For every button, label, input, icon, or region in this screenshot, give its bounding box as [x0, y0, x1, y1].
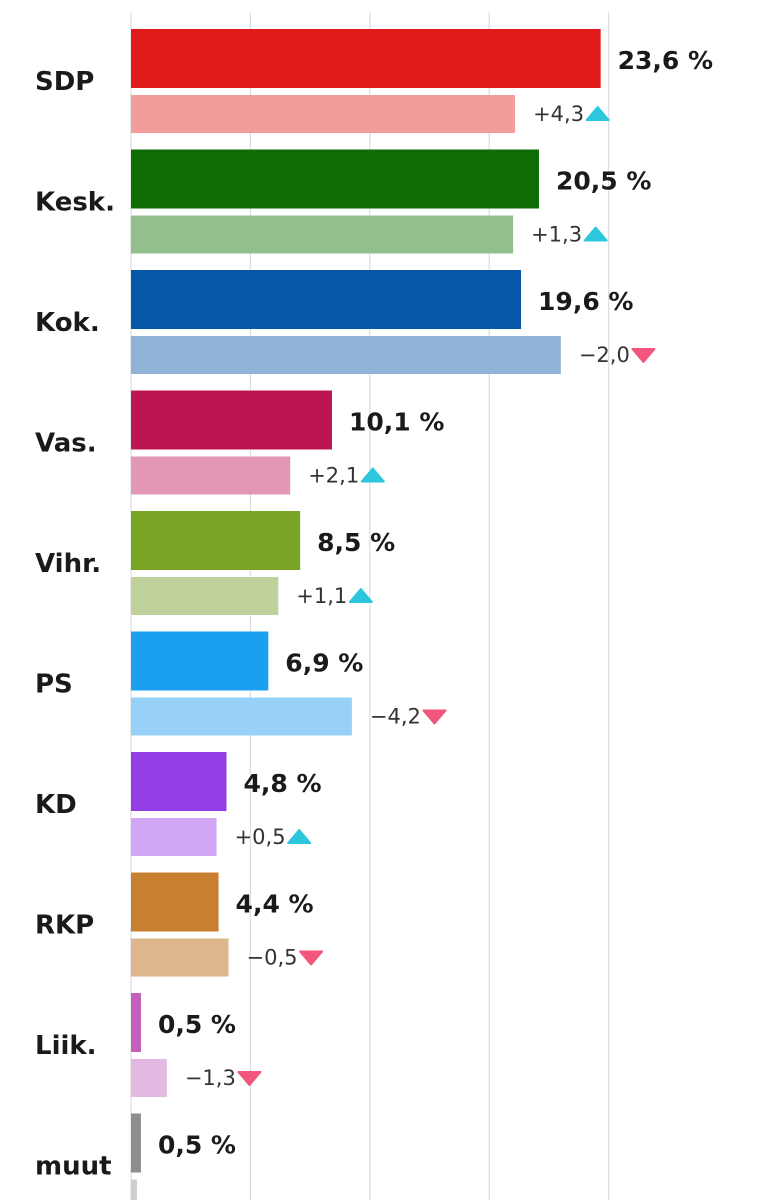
bar-previous-0	[131, 95, 516, 133]
change-label-6: +0,5	[235, 825, 286, 849]
arrow-down-icon-8	[237, 1071, 262, 1086]
party-label-6: KD	[35, 790, 77, 820]
change-label-8: −1,3	[185, 1066, 236, 1090]
bar-previous-1	[131, 215, 514, 254]
arrow-up-icon-1	[583, 226, 608, 242]
change-label-0: +4,3	[533, 102, 584, 126]
bar-current-5	[131, 631, 269, 691]
arrow-down-icon-5	[422, 709, 447, 725]
change-label-5: −4,2	[370, 705, 421, 729]
bar-previous-7	[131, 938, 229, 977]
party-label-5: PS	[35, 670, 73, 700]
bar-current-4	[131, 511, 301, 570]
party-label-1: Kesk.	[35, 188, 115, 218]
party-label-4: Vihr.	[35, 549, 101, 579]
value-label-9: 0,5 %	[158, 1131, 236, 1160]
party-label-8: Liik.	[35, 1031, 97, 1061]
labels: SDP 23,6 % +4,3 Kesk. 20,5 % +1,3 Kok. 19,6 % −2…	[35, 46, 713, 1182]
bar-previous-3	[131, 456, 291, 495]
bars	[131, 29, 601, 1200]
change-label-1: +1,3	[531, 223, 582, 247]
arrow-up-icon-3	[360, 467, 385, 483]
party-label-2: Kok.	[35, 308, 100, 338]
value-label-4: 8,5 %	[317, 528, 395, 557]
value-label-5: 6,9 %	[285, 649, 363, 678]
party-label-3: Vas.	[35, 429, 97, 459]
bar-current-1	[131, 149, 539, 209]
arrow-down-icon-2	[631, 348, 656, 363]
bar-previous-8	[131, 1059, 167, 1097]
bar-current-9	[131, 1113, 141, 1173]
arrow-down-icon-7	[299, 950, 324, 966]
bar-current-3	[131, 390, 332, 450]
bar-previous-4	[131, 577, 279, 615]
party-label-9: muut	[35, 1152, 112, 1182]
bar-previous-6	[131, 818, 217, 856]
change-label-7: −0,5	[247, 946, 298, 970]
arrow-up-icon-0	[585, 106, 610, 121]
party-label-0: SDP	[35, 67, 94, 97]
arrow-up-icon-4	[348, 588, 373, 603]
arrow-up-icon-6	[287, 829, 312, 844]
value-label-1: 20,5 %	[556, 167, 651, 196]
bar-current-2	[131, 270, 522, 329]
bar-previous-9	[131, 1179, 137, 1200]
bar-current-6	[131, 752, 227, 811]
change-label-2: −2,0	[579, 343, 630, 367]
value-label-0: 23,6 %	[618, 46, 713, 75]
value-label-6: 4,8 %	[244, 769, 322, 798]
bar-current-8	[131, 993, 141, 1052]
value-label-8: 0,5 %	[158, 1010, 236, 1039]
bar-current-0	[131, 29, 601, 88]
party-label-7: RKP	[35, 911, 94, 941]
value-label-7: 4,4 %	[236, 890, 314, 919]
value-label-2: 19,6 %	[538, 287, 633, 316]
change-label-4: +1,1	[296, 584, 347, 608]
bar-previous-5	[131, 697, 352, 736]
value-label-3: 10,1 %	[349, 408, 444, 437]
bar-previous-2	[131, 336, 561, 374]
change-label-3: +2,1	[308, 464, 359, 488]
bar-current-7	[131, 872, 219, 932]
